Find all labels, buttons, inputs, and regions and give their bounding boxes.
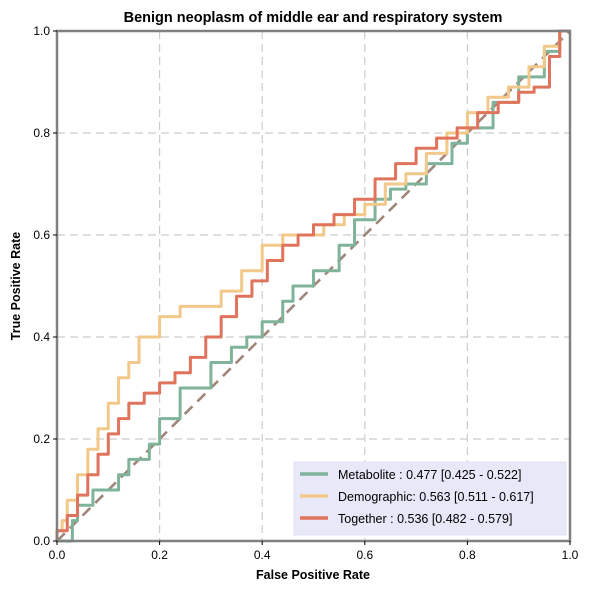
legend-box	[293, 461, 567, 536]
x-tick-label-4: 0.8	[459, 548, 476, 562]
x-tick-label-0: 0.0	[49, 548, 66, 562]
x-tick-label-3: 0.6	[356, 548, 373, 562]
legend: Metabolite : 0.477 [0.425 - 0.522] Demogr…	[293, 461, 567, 536]
y-tick-label-3: 0.6	[33, 228, 50, 242]
y-tick-label-1: 0.2	[33, 432, 50, 446]
x-tick-label-5: 1.0	[562, 548, 579, 562]
x-tick-label-2: 0.4	[254, 548, 271, 562]
y-tick-label-0: 0.0	[33, 534, 50, 548]
legend-label-metabolite: Metabolite : 0.477 [0.425 - 0.522]	[338, 468, 521, 482]
roc-curves	[55, 29, 570, 543]
legend-label-together: Together : 0.536 [0.482 - 0.579]	[338, 512, 512, 526]
x-axis-label: False Positive Rate	[256, 568, 370, 582]
chart-title: Benign neoplasm of middle ear and respir…	[124, 10, 503, 26]
y-tick-label-4: 0.8	[33, 126, 50, 140]
legend-label-demographic: Demographic: 0.563 [0.511 - 0.617]	[338, 490, 534, 504]
roc-curve-together	[55, 29, 570, 541]
y-tick-label-5: 1.0	[33, 24, 50, 38]
y-ticks: 0.0 0.2 0.4 0.6 0.8 1.0	[33, 24, 57, 548]
y-tick-label-2: 0.4	[33, 330, 50, 344]
plot-frame	[55, 29, 572, 543]
x-tick-label-1: 0.2	[151, 548, 168, 562]
x-ticks: 0.0 0.2 0.4 0.6 0.8 1.0	[49, 541, 579, 562]
y-axis-label: True Positive Rate	[9, 232, 23, 340]
